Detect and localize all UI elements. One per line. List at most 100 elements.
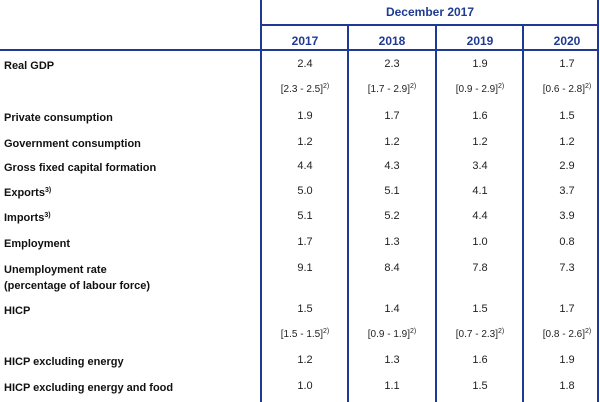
row-label: Gross fixed capital formation — [4, 160, 156, 176]
range-text: [0.9 - 2.9] — [455, 84, 498, 95]
table-cell: 1.5 — [297, 303, 313, 315]
table-cell: 3.9 — [559, 210, 575, 222]
table-cell: 1.9 — [559, 354, 575, 366]
table-cell: 1.3 — [384, 236, 400, 248]
range-cell: [0.6 - 2.8]2) — [524, 83, 600, 95]
table-cell: 2.9 — [559, 160, 575, 172]
range-text: [0.7 - 2.3] — [455, 329, 498, 340]
header-bottom-rule — [0, 49, 599, 51]
table-cell: 1.0 — [472, 236, 488, 248]
table-cell: 7.3 — [559, 262, 575, 274]
table-cell: 1.6 — [472, 110, 488, 122]
footnote-marker: 2) — [323, 83, 330, 90]
header-divider — [260, 24, 599, 26]
table-cell: 8.4 — [384, 262, 400, 274]
table-cell: 5.1 — [384, 185, 400, 197]
table-cell: 7.8 — [472, 262, 488, 274]
table-cell: 1.2 — [559, 136, 575, 148]
table-cell: 1.2 — [384, 136, 400, 148]
table-cell: 1.7 — [559, 303, 575, 315]
row-label-text: Unemployment rate — [4, 264, 107, 276]
table-cell: 1.2 — [297, 136, 313, 148]
footnote-marker: 2) — [585, 328, 592, 335]
row-label: HICP — [4, 303, 30, 319]
row-label-text: Exports — [4, 187, 45, 199]
row-label-text: HICP excluding energy and food — [4, 382, 174, 394]
table-cell: 5.0 — [297, 185, 313, 197]
table-cell: 1.8 — [559, 380, 575, 392]
range-text: [0.9 - 1.9] — [367, 329, 410, 340]
footnote-marker: 2) — [498, 328, 505, 335]
row-label-text: Government consumption — [4, 138, 141, 150]
range-cell: [0.9 - 1.9]2) — [349, 328, 435, 340]
table-cell: 1.7 — [384, 110, 400, 122]
table-cell: 9.1 — [297, 262, 313, 274]
column-divider — [435, 25, 437, 402]
row-label-text: HICP — [4, 305, 31, 317]
range-cell: [1.5 - 1.5]2) — [262, 328, 348, 340]
range-text: [0.6 - 2.8] — [542, 84, 585, 95]
row-label-subtext: (percentage of labour force) — [4, 280, 151, 292]
footnote-marker: 2) — [410, 83, 417, 90]
table-cell: 1.4 — [384, 303, 400, 315]
table-cell: 1.5 — [559, 110, 575, 122]
table-cell: 2.4 — [297, 58, 313, 70]
column-divider — [260, 0, 262, 402]
table-cell: 4.4 — [472, 210, 488, 222]
table-cell: 1.2 — [472, 136, 488, 148]
row-label-text: Real GDP — [4, 60, 55, 72]
year-header: 2017 — [291, 34, 319, 48]
row-label: Government consumption — [4, 136, 141, 152]
range-cell: [2.3 - 2.5]2) — [262, 83, 348, 95]
table-cell: 2.3 — [384, 58, 400, 70]
range-cell: [0.7 - 2.3]2) — [437, 328, 523, 340]
range-text: [0.8 - 2.6] — [542, 329, 585, 340]
table-cell: 1.1 — [384, 380, 400, 392]
range-cell: [0.9 - 2.9]2) — [437, 83, 523, 95]
row-label-text: Gross fixed capital formation — [4, 162, 157, 174]
row-label-text: Private consumption — [4, 112, 113, 124]
table-cell: 1.7 — [297, 236, 313, 248]
table-cell: 1.2 — [297, 354, 313, 366]
table-cell: 1.6 — [472, 354, 488, 366]
footnote-marker: 2) — [410, 328, 417, 335]
column-divider — [347, 25, 349, 402]
table-cell: 1.9 — [297, 110, 313, 122]
year-header: 2020 — [553, 34, 581, 48]
table-cell: 1.7 — [559, 58, 575, 70]
range-text: [1.5 - 1.5] — [280, 329, 323, 340]
table-cell: 1.5 — [472, 303, 488, 315]
row-label-text: Imports — [4, 212, 45, 224]
table-cell: 3.7 — [559, 185, 575, 197]
year-header: 2019 — [466, 34, 494, 48]
footnote-marker: 2) — [585, 83, 592, 90]
range-cell: [0.8 - 2.6]2) — [524, 328, 600, 340]
row-label: Real GDP — [4, 58, 54, 74]
row-label: Unemployment rate (percentage of labour f… — [4, 262, 150, 294]
header-title: December 2017 — [385, 5, 475, 19]
row-label: Employment — [4, 236, 70, 252]
table-cell: 3.4 — [472, 160, 488, 172]
row-label: Private consumption — [4, 110, 113, 126]
row-label: Exports3) — [4, 185, 51, 201]
column-divider — [597, 0, 599, 402]
range-text: [1.7 - 2.9] — [367, 84, 410, 95]
year-header: 2018 — [378, 34, 406, 48]
row-label-text: Employment — [4, 238, 71, 250]
table-cell: 0.8 — [559, 236, 575, 248]
table-cell: 1.5 — [472, 380, 488, 392]
table-cell: 5.2 — [384, 210, 400, 222]
table-cell: 4.4 — [297, 160, 313, 172]
table-cell: 5.1 — [297, 210, 313, 222]
footnote-marker: 2) — [498, 83, 505, 90]
table-cell: 1.9 — [472, 58, 488, 70]
row-label-text: HICP excluding energy — [4, 356, 124, 368]
footnote-marker: 3) — [44, 187, 52, 194]
table-cell: 1.0 — [297, 380, 313, 392]
table-cell: 4.3 — [384, 160, 400, 172]
footnote-marker: 2) — [323, 328, 330, 335]
table-cell: 4.1 — [472, 185, 488, 197]
table-cell: 1.3 — [384, 354, 400, 366]
row-label: HICP excluding energy — [4, 354, 124, 370]
